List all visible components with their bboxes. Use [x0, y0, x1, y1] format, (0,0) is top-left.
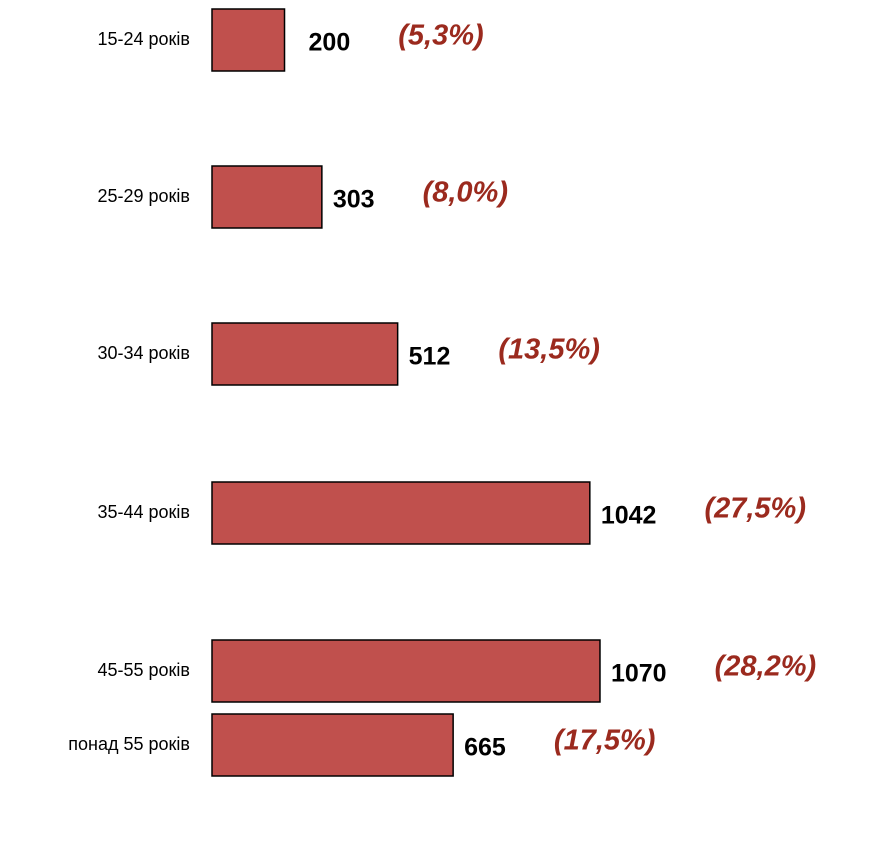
value-label: 303: [333, 186, 375, 214]
category-label: 30-34 років: [98, 343, 191, 363]
bar: [211, 639, 601, 703]
percent-label: (27,5%): [704, 493, 806, 525]
percent-label: (13,5%): [498, 334, 600, 366]
percent-label: (28,2%): [715, 651, 817, 683]
value-label: 665: [464, 734, 506, 762]
percent-label: (8,0%): [423, 177, 508, 209]
percent-label: (17,5%): [554, 725, 656, 757]
value-label: 200: [309, 29, 351, 57]
category-label: понад 55 років: [68, 734, 190, 754]
value-label: 512: [409, 343, 451, 371]
category-label: 15-24 років: [98, 29, 191, 49]
bar: [211, 481, 591, 545]
bar: [211, 8, 286, 72]
category-label: 35-44 років: [98, 502, 191, 522]
category-label: 25-29 років: [98, 186, 191, 206]
bar: [211, 165, 323, 229]
percent-label: (5,3%): [398, 20, 483, 52]
value-label: 1042: [601, 502, 657, 530]
bar: [211, 322, 399, 386]
value-label: 1070: [611, 660, 667, 688]
bar: [211, 713, 454, 777]
category-label: 45-55 років: [98, 660, 191, 680]
